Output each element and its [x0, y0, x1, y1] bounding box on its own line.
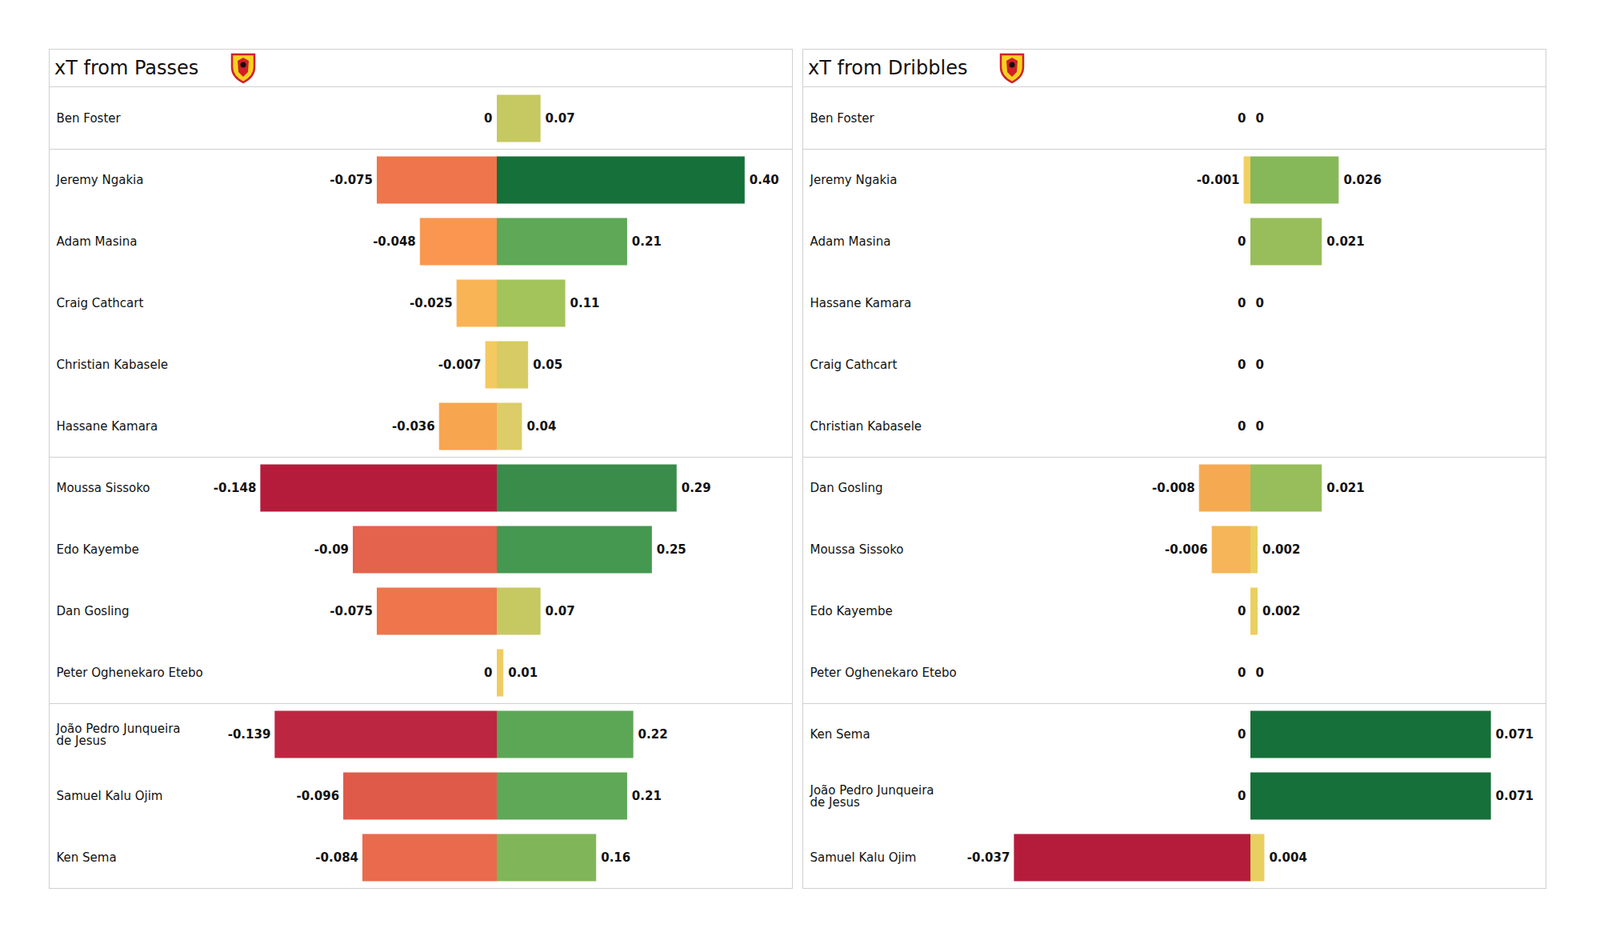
svg-text:-0.096: -0.096: [296, 788, 340, 804]
svg-text:0: 0: [1237, 419, 1246, 434]
svg-text:0: 0: [1256, 419, 1264, 434]
svg-text:0: 0: [1237, 357, 1246, 372]
svg-text:0: 0: [1256, 296, 1264, 311]
svg-text:Adam Masina: Adam Masina: [56, 234, 138, 249]
svg-text:-0.007: -0.007: [438, 357, 482, 372]
svg-text:Craig Cathcart: Craig Cathcart: [810, 357, 898, 372]
svg-text:0: 0: [484, 665, 492, 680]
svg-text:-0.037: -0.037: [967, 850, 1011, 865]
svg-text:Dan Gosling: Dan Gosling: [56, 604, 130, 619]
svg-text:0.01: 0.01: [508, 665, 538, 680]
svg-text:Adam Masina: Adam Masina: [810, 234, 892, 249]
svg-text:Peter Oghenekaro Etebo: Peter Oghenekaro Etebo: [56, 665, 204, 680]
svg-text:-0.148: -0.148: [213, 480, 257, 496]
svg-text:Dan Gosling: Dan Gosling: [810, 480, 884, 496]
svg-text:0.04: 0.04: [526, 419, 556, 434]
svg-text:João Pedro Junqueirade Jesus: João Pedro Junqueirade Jesus: [56, 721, 181, 748]
svg-text:0.004: 0.004: [1268, 850, 1307, 865]
svg-text:João Pedro Junqueirade Jesus: João Pedro Junqueirade Jesus: [809, 783, 935, 810]
svg-text:0.21: 0.21: [632, 788, 662, 804]
svg-text:-0.001: -0.001: [1196, 172, 1240, 188]
svg-text:Edo Kayembe: Edo Kayembe: [56, 542, 140, 557]
html-text:xT from Dribbles: xT from Dribbles: [808, 56, 968, 80]
svg-text:0.002: 0.002: [1262, 604, 1300, 619]
svg-text:-0.075: -0.075: [329, 604, 373, 619]
svg-text:0: 0: [1237, 788, 1246, 804]
svg-text:Samuel Kalu Ojim: Samuel Kalu Ojim: [56, 788, 164, 804]
svg-text:Ben Foster: Ben Foster: [56, 111, 122, 126]
svg-text:-0.048: -0.048: [372, 234, 416, 249]
svg-text:0: 0: [1237, 111, 1246, 126]
svg-text:0.026: 0.026: [1343, 172, 1381, 188]
svg-text:0.05: 0.05: [532, 357, 563, 372]
svg-text:0.21: 0.21: [632, 234, 662, 249]
svg-text:0.22: 0.22: [638, 727, 668, 742]
svg-text:Samuel Kalu Ojim: Samuel Kalu Ojim: [810, 850, 917, 865]
svg-text:Jeremy Ngakia: Jeremy Ngakia: [56, 172, 144, 188]
svg-text:Edo Kayembe: Edo Kayembe: [810, 604, 893, 619]
svg-text:-0.006: -0.006: [1164, 542, 1208, 557]
svg-text:0.021: 0.021: [1326, 234, 1364, 249]
svg-text:0: 0: [1256, 665, 1264, 680]
svg-text:0: 0: [1256, 357, 1264, 372]
svg-text:0: 0: [1237, 727, 1246, 742]
svg-text:0.16: 0.16: [600, 850, 631, 865]
svg-text:-0.09: -0.09: [314, 542, 349, 557]
svg-text:-0.036: -0.036: [392, 419, 436, 434]
svg-text:0: 0: [1237, 604, 1246, 619]
svg-text:Ken Sema: Ken Sema: [56, 850, 117, 865]
svg-text:Hassane Kamara: Hassane Kamara: [810, 296, 912, 311]
svg-text:0.071: 0.071: [1496, 727, 1534, 742]
svg-text:Craig Cathcart: Craig Cathcart: [56, 296, 144, 311]
svg-text:-0.025: -0.025: [409, 296, 453, 311]
svg-text:-0.139: -0.139: [228, 727, 272, 742]
svg-text:0.07: 0.07: [545, 111, 576, 126]
svg-text:0: 0: [1237, 665, 1246, 680]
svg-text:0: 0: [1237, 296, 1246, 311]
svg-text:-0.008: -0.008: [1152, 480, 1196, 496]
svg-text:Hassane Kamara: Hassane Kamara: [56, 419, 159, 434]
svg-text:Peter Oghenekaro Etebo: Peter Oghenekaro Etebo: [810, 665, 957, 680]
svg-text:0.40: 0.40: [749, 172, 780, 188]
svg-text:Christian Kabasele: Christian Kabasele: [56, 357, 169, 372]
svg-text:Moussa Sissoko: Moussa Sissoko: [810, 542, 904, 557]
svg-text:0.25: 0.25: [656, 542, 687, 557]
svg-text:0.002: 0.002: [1262, 542, 1300, 557]
svg-text:Ben Foster: Ben Foster: [810, 111, 876, 126]
svg-text:Moussa Sissoko: Moussa Sissoko: [56, 480, 151, 496]
svg-text:-0.075: -0.075: [329, 172, 373, 188]
svg-text:Jeremy Ngakia: Jeremy Ngakia: [809, 172, 898, 188]
svg-text:0.11: 0.11: [570, 296, 600, 311]
svg-text:-0.084: -0.084: [315, 850, 359, 865]
html-text:xT from Passes: xT from Passes: [54, 56, 199, 80]
svg-text:0.07: 0.07: [545, 604, 576, 619]
svg-text:0: 0: [1256, 111, 1264, 126]
svg-text:Christian Kabasele: Christian Kabasele: [810, 419, 923, 434]
svg-text:0.29: 0.29: [681, 480, 712, 496]
svg-text:0.071: 0.071: [1496, 788, 1534, 804]
svg-text:Ken Sema: Ken Sema: [810, 727, 871, 742]
svg-text:0: 0: [1237, 234, 1246, 249]
svg-text:0.021: 0.021: [1326, 480, 1364, 496]
svg-text:0: 0: [484, 111, 492, 126]
